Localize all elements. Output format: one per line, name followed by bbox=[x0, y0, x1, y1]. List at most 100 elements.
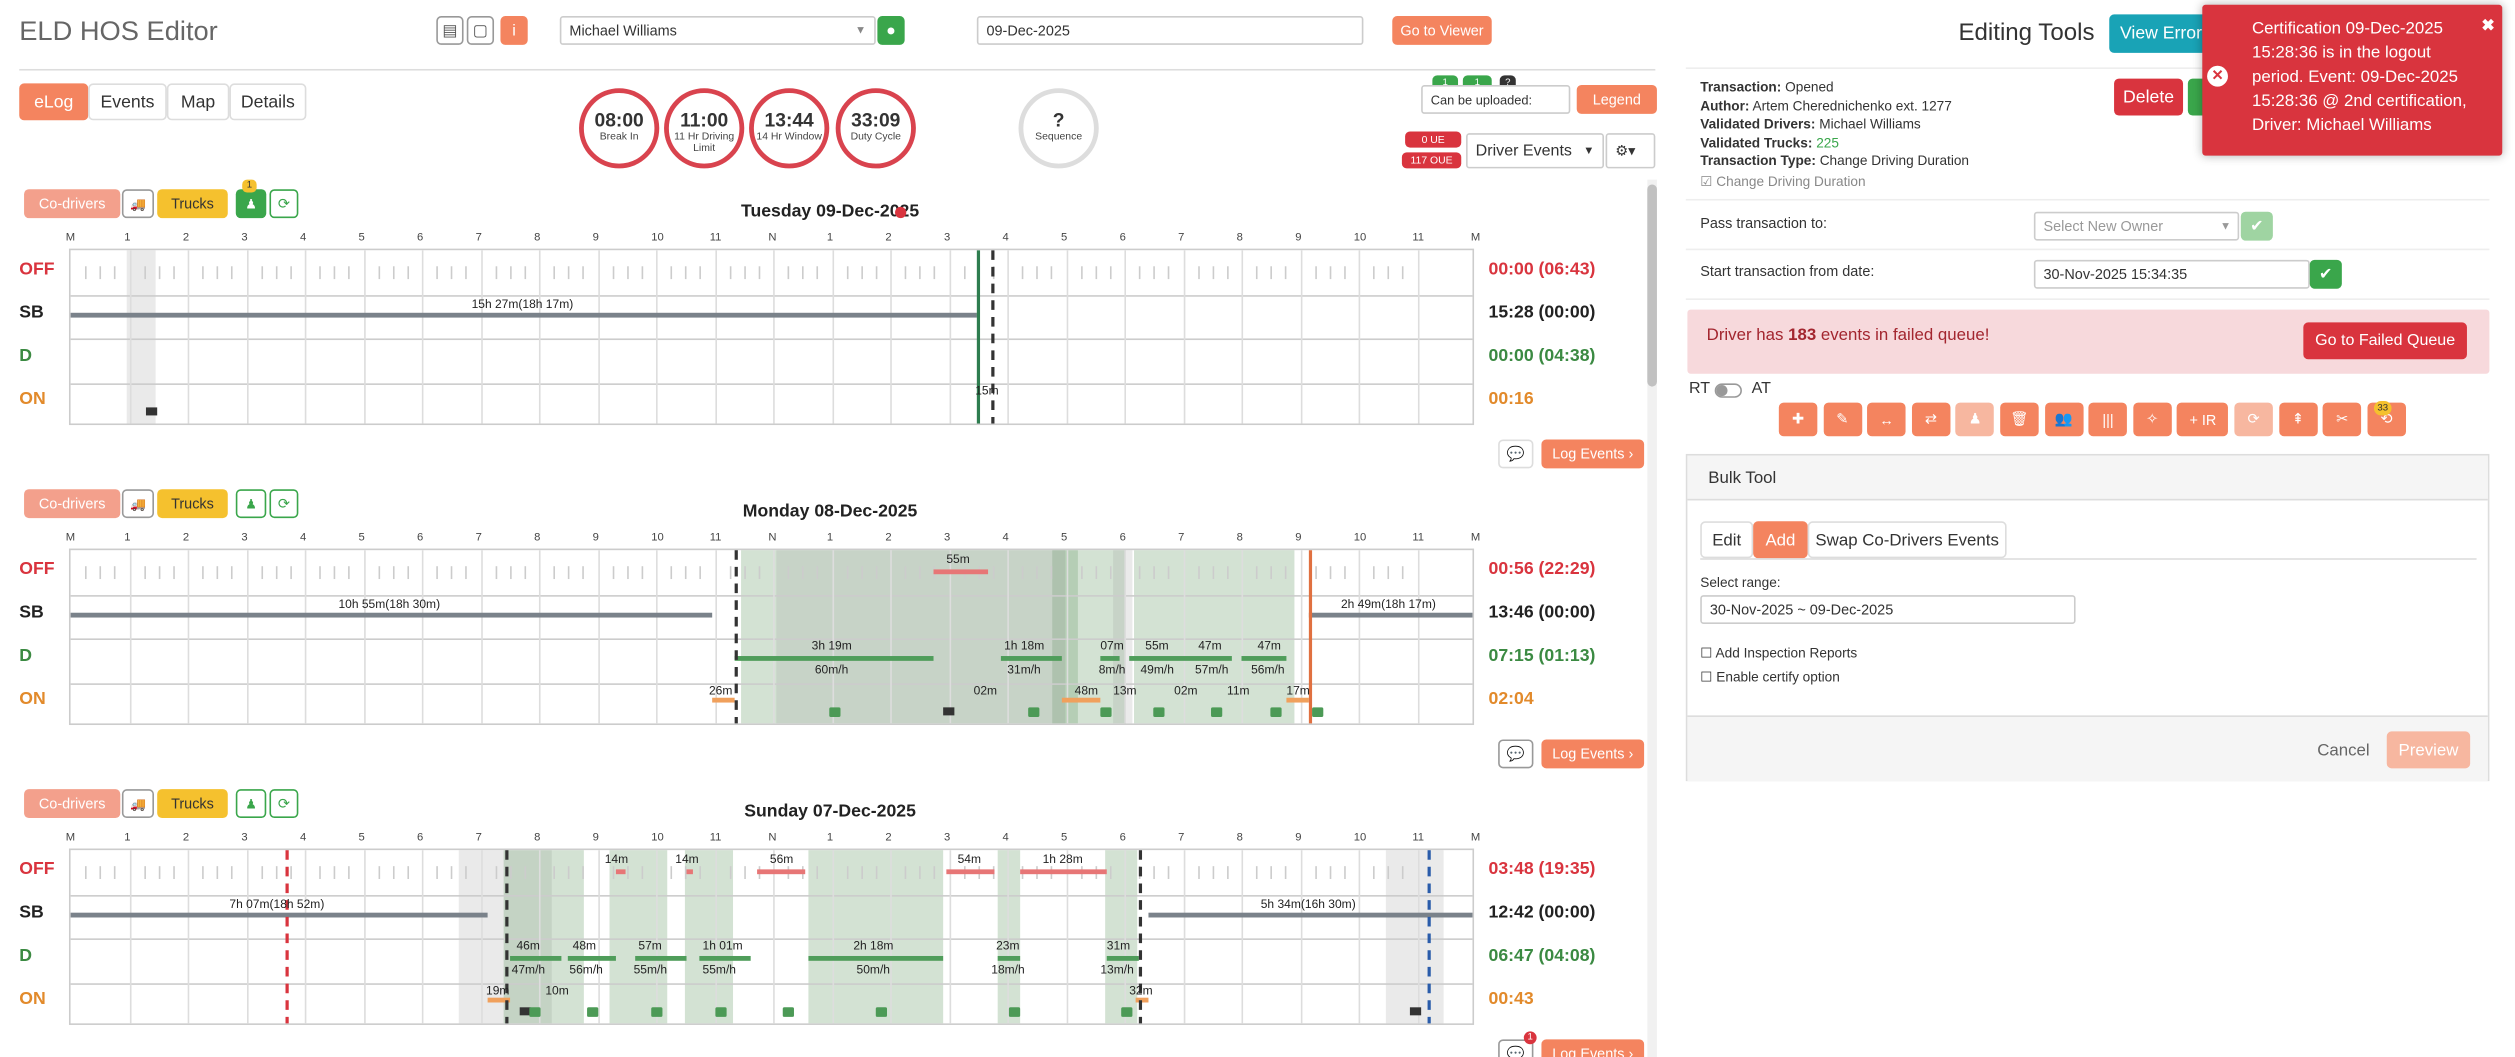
start-date-input[interactable]: 30-Nov-2025 15:34:35 bbox=[2033, 259, 2310, 289]
log-events-button[interactable]: Log Events › bbox=[1541, 439, 1645, 469]
select-owner[interactable]: Select New Owner ▼ bbox=[2033, 211, 2240, 241]
tab-events[interactable]: Events bbox=[88, 83, 167, 121]
enable-certify-checkbox[interactable]: ☐ Enable certify option bbox=[1700, 669, 1840, 687]
truck-event-icon[interactable] bbox=[1211, 707, 1223, 717]
confirm-owner-button[interactable]: ✔ bbox=[2240, 211, 2273, 241]
truck-marker-icon[interactable] bbox=[943, 707, 955, 716]
truck-marker-icon[interactable] bbox=[145, 407, 158, 416]
stretch-icon[interactable]: ↔ bbox=[1867, 402, 1906, 437]
comment-icon[interactable]: 💬 bbox=[1498, 739, 1534, 769]
pencil-icon[interactable]: ✎ bbox=[1823, 402, 1862, 437]
plus-icon[interactable]: ✚ bbox=[1778, 402, 1818, 437]
scrollbar-thumb[interactable] bbox=[1647, 184, 1657, 387]
duty-segment[interactable] bbox=[757, 869, 806, 875]
hos-grid[interactable]: 10h 55m(18h 30m) 55m 3h 19m 60m/h 1h 18m 31m/… bbox=[68, 548, 1475, 726]
truck-marker-icon[interactable] bbox=[519, 1007, 531, 1016]
event-marker[interactable] bbox=[991, 250, 995, 424]
refresh-icon[interactable]: ⟳ bbox=[269, 189, 299, 219]
tab-bulk-edit[interactable]: Edit bbox=[1700, 521, 1754, 559]
go-to-failed-queue-button[interactable]: Go to Failed Queue bbox=[2303, 322, 2467, 360]
truck-icon[interactable]: 🚚 bbox=[121, 189, 154, 219]
columns-icon[interactable]: ||| bbox=[2088, 402, 2128, 437]
settings-dropdown[interactable]: ⚙▾ bbox=[1605, 133, 1656, 169]
truck-event-icon[interactable] bbox=[1153, 707, 1165, 717]
document-icon[interactable]: ▤ bbox=[436, 16, 464, 45]
trucks-button[interactable]: Trucks bbox=[157, 189, 228, 219]
info-icon[interactable]: i bbox=[500, 16, 528, 45]
comment-icon[interactable]: 💬 bbox=[1498, 1039, 1534, 1057]
event-marker[interactable] bbox=[505, 850, 509, 1024]
trucks-button[interactable]: Trucks bbox=[157, 789, 228, 819]
trucks-button[interactable]: Trucks bbox=[157, 489, 228, 519]
duty-segment[interactable] bbox=[808, 955, 944, 961]
cancel-button[interactable]: Cancel bbox=[2317, 740, 2370, 760]
duty-segment[interactable] bbox=[712, 697, 735, 703]
truck-icon[interactable]: 🚚 bbox=[121, 489, 154, 519]
delete-button[interactable]: Delete bbox=[2114, 78, 2184, 116]
truck-event-icon[interactable] bbox=[1121, 1007, 1133, 1017]
duty-segment[interactable] bbox=[1000, 656, 1062, 661]
duty-segment[interactable] bbox=[997, 955, 1021, 961]
driver-icon[interactable]: ♟ bbox=[235, 189, 267, 219]
truck-event-icon[interactable] bbox=[782, 1007, 794, 1017]
duty-segment[interactable] bbox=[1106, 955, 1139, 961]
user-icon[interactable]: ● bbox=[877, 16, 905, 45]
add-inspection-checkbox[interactable]: ☐ Add Inspection Reports bbox=[1700, 645, 1857, 663]
scrollbar-track[interactable] bbox=[1647, 179, 1657, 1057]
truck-event-icon[interactable] bbox=[587, 1007, 599, 1017]
trash-icon[interactable]: 🗑 bbox=[2000, 402, 2039, 437]
tab-bulk-add[interactable]: Add bbox=[1753, 521, 1808, 559]
duty-segment[interactable] bbox=[70, 312, 977, 318]
event-marker[interactable] bbox=[1308, 550, 1313, 724]
co-drivers-button[interactable]: Co-drivers bbox=[24, 789, 121, 819]
preview-button[interactable]: Preview bbox=[2386, 731, 2471, 769]
duty-segment[interactable] bbox=[1061, 697, 1101, 703]
hos-grid[interactable]: 15h 27m(18h 17m) 15m bbox=[68, 248, 1475, 426]
upload-select[interactable]: Can be uploaded: bbox=[1421, 85, 1571, 114]
duty-segment[interactable] bbox=[70, 912, 488, 918]
add-ir-button[interactable]: + IR bbox=[2177, 402, 2229, 437]
truck-event-icon[interactable] bbox=[1100, 707, 1112, 717]
duty-segment[interactable] bbox=[734, 656, 934, 661]
duty-segment[interactable] bbox=[1241, 656, 1287, 661]
truck-marker-icon[interactable] bbox=[1409, 1007, 1422, 1016]
duty-segment[interactable] bbox=[1100, 656, 1120, 661]
duty-segment[interactable] bbox=[1135, 997, 1149, 1003]
driver-icon[interactable]: ♟ bbox=[235, 789, 267, 819]
event-marker[interactable] bbox=[1427, 850, 1431, 1024]
rt-at-toggle[interactable] bbox=[1714, 383, 1742, 398]
split-icon[interactable]: ⇞ bbox=[2278, 402, 2318, 437]
tab-elog[interactable]: eLog bbox=[19, 83, 89, 121]
duty-segment[interactable] bbox=[487, 997, 511, 1003]
tab-map[interactable]: Map bbox=[166, 83, 230, 121]
duty-segment[interactable] bbox=[933, 569, 989, 575]
note-icon[interactable]: ▢ bbox=[466, 16, 495, 45]
duty-segment[interactable] bbox=[510, 955, 562, 961]
co-drivers-button[interactable]: Co-drivers bbox=[24, 489, 121, 519]
range-input[interactable]: 30-Nov-2025 ~ 09-Dec-2025 bbox=[1700, 595, 2076, 624]
truck-event-icon[interactable] bbox=[1270, 707, 1282, 717]
legend-button[interactable]: Legend bbox=[1576, 85, 1657, 114]
duty-segment[interactable] bbox=[946, 869, 995, 875]
confirm-start-button[interactable]: ✔ bbox=[2309, 259, 2342, 289]
date-field[interactable]: 09-Dec-2025 bbox=[976, 16, 1364, 45]
refresh-icon[interactable]: ⟳ bbox=[269, 789, 299, 819]
tab-details[interactable]: Details bbox=[229, 83, 307, 121]
driver-events-select[interactable]: Driver Events ▼ bbox=[1466, 133, 1604, 169]
duty-segment[interactable] bbox=[686, 869, 693, 875]
hos-grid[interactable]: 7h 07m(18h 52m) 14m 14m 56m 54m 1h 28m 46m 48m 5… bbox=[68, 848, 1475, 1025]
driver-select[interactable]: Michael Williams ▼ bbox=[559, 16, 876, 45]
log-events-button[interactable]: Log Events › bbox=[1541, 1039, 1645, 1057]
duty-segment[interactable] bbox=[615, 869, 626, 875]
group-icon[interactable]: 👥 bbox=[2044, 402, 2083, 437]
event-marker[interactable] bbox=[285, 850, 289, 1024]
scissors-icon[interactable]: ✂ bbox=[2322, 402, 2362, 437]
event-marker[interactable] bbox=[976, 250, 981, 424]
wand-icon[interactable]: ✧ bbox=[2132, 402, 2172, 437]
truck-event-icon[interactable] bbox=[1008, 1007, 1021, 1017]
refresh-icon[interactable]: ⟳ bbox=[269, 489, 299, 519]
truck-icon[interactable]: 🚚 bbox=[121, 789, 154, 819]
driver-icon[interactable]: ♟ bbox=[235, 489, 267, 519]
duty-segment[interactable] bbox=[1129, 656, 1232, 661]
tab-swap-co-drivers[interactable]: Swap Co-Drivers Events bbox=[1807, 521, 2007, 559]
